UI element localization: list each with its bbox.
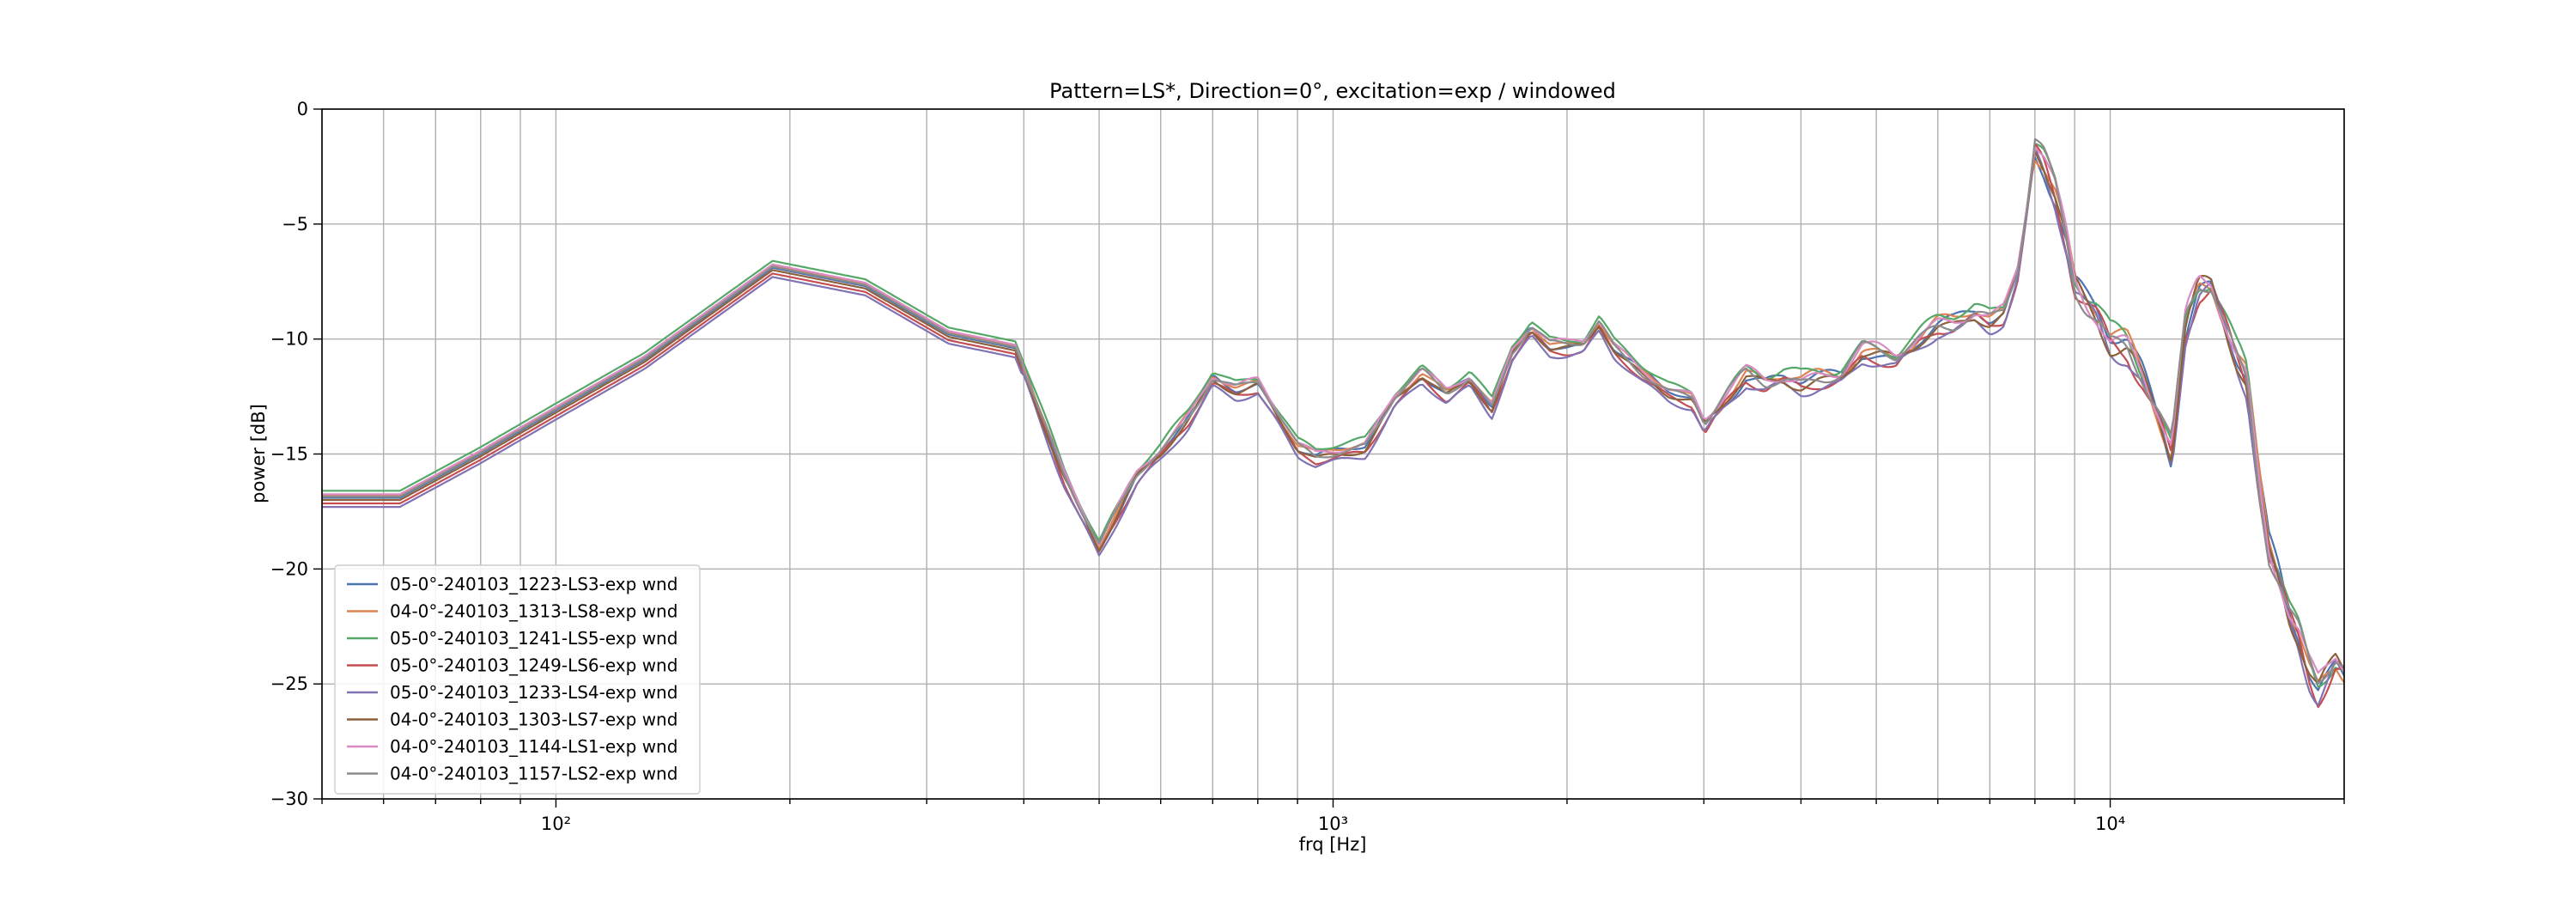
series-line	[322, 146, 2345, 674]
y-tick-label: −5	[282, 214, 308, 235]
legend-entry-label: 05-0°-240103_1223-LS3-exp wnd	[390, 574, 677, 594]
y-tick-label: −25	[270, 673, 308, 694]
x-tick-label: 10⁴	[2095, 814, 2125, 834]
axis-ticks: 10² 10³ 10⁴ 0 −5 −10 −15 −20 −25 −30	[270, 99, 2345, 834]
y-tick-label: −10	[270, 329, 308, 350]
legend-entry-label: 05-0°-240103_1241-LS5-exp wnd	[390, 628, 677, 649]
x-tick-label: 10³	[1318, 814, 1348, 834]
y-tick-label: −15	[270, 444, 308, 465]
legend-entry-label: 05-0°-240103_1233-LS4-exp wnd	[390, 682, 677, 703]
legend-entry-label: 04-0°-240103_1313-LS8-exp wnd	[390, 601, 677, 622]
y-tick-label: −20	[270, 558, 308, 579]
series-line	[322, 146, 2345, 707]
legend-entry-label: 05-0°-240103_1249-LS6-exp wnd	[390, 655, 677, 676]
series-lines	[322, 137, 2345, 709]
chart-title: Pattern=LS*, Direction=0°, excitation=ex…	[1049, 79, 1616, 103]
x-tick-label: 10²	[541, 814, 571, 834]
legend-box	[334, 564, 701, 795]
legend-entry-label: 04-0°-240103_1144-LS1-exp wnd	[390, 736, 677, 757]
legend: 05-0°-240103_1223-LS3-exp wnd 04-0°-24010…	[334, 564, 701, 795]
x-axis-label: frq [Hz]	[1299, 834, 1367, 855]
y-tick-label: 0	[297, 99, 308, 119]
legend-entry-label: 04-0°-240103_1157-LS2-exp wnd	[390, 764, 677, 784]
legend-entry-label: 04-0°-240103_1303-LS7-exp wnd	[390, 710, 677, 730]
y-axis-label: power [dB]	[248, 404, 269, 503]
series-line	[322, 137, 2345, 685]
y-tick-label: −30	[270, 789, 308, 809]
